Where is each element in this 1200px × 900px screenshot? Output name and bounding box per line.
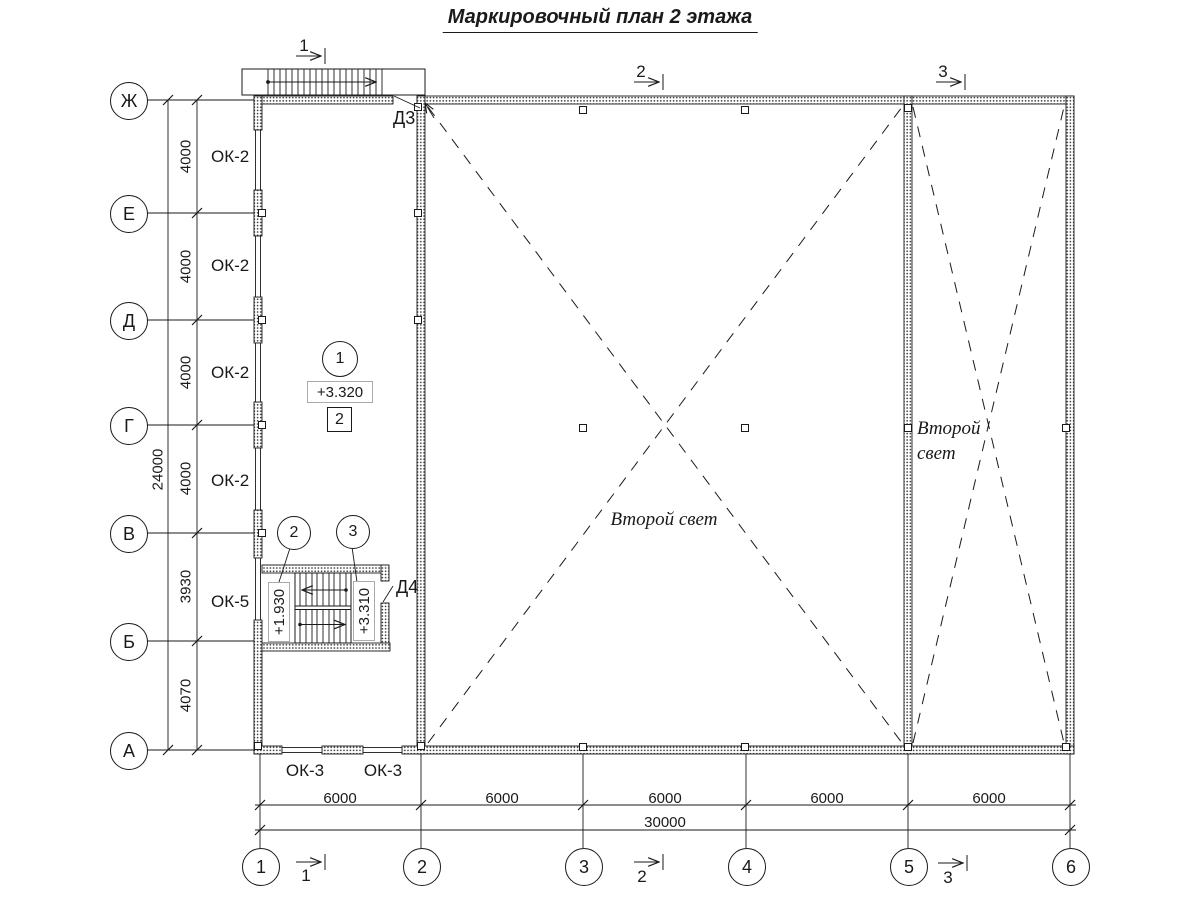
axis-lines (146, 99, 1071, 848)
dim-bottom-3: 6000 (648, 790, 682, 807)
section-label-top-2: 2 (636, 62, 646, 81)
stair-bubble-2: 2 (277, 516, 311, 550)
window-mark-ok3-2: ОК-3 (363, 761, 403, 780)
door-mark-d4: Д4 (396, 577, 419, 597)
dim-bottom-4: 6000 (810, 790, 844, 807)
window-openings (255, 129, 403, 753)
dim-left-4: 4000 (177, 461, 195, 496)
level-mark-stair-low: +1.930 (268, 582, 290, 642)
axis-bubble-row-a: А (110, 732, 148, 770)
column-markers (254, 103, 1070, 751)
section-cut-arrows (296, 48, 968, 871)
dim-left-total: 24000 (149, 448, 167, 491)
dimension-lines (162, 94, 1076, 836)
axis-bubble-col-6: 6 (1052, 848, 1090, 886)
window-mark-ok2-1: ОК-2 (211, 147, 250, 166)
axis-bubble-row-e: Е (110, 195, 148, 233)
axis-bubble-row-b: Б (110, 623, 148, 661)
dim-left-1: 4000 (177, 139, 195, 174)
square-mark-2: 2 (327, 407, 352, 432)
stair-bubble-3: 3 (336, 515, 370, 549)
axis-bubble-col-5: 5 (890, 848, 928, 886)
axis-bubble-col-2: 2 (403, 848, 441, 886)
leader-lines (278, 95, 435, 603)
second-light-diagonals (427, 106, 1065, 744)
internal-stair (294, 572, 352, 644)
section-label-bottom-1: 1 (301, 866, 311, 885)
level-mark-stair-high: +3.310 (353, 581, 375, 641)
window-mark-ok2-2: ОК-2 (211, 256, 250, 275)
axis-bubble-col-3: 3 (565, 848, 603, 886)
window-mark-ok3-1: ОК-3 (285, 761, 325, 780)
second-light-label-right-2: свет (917, 443, 956, 464)
dim-left-6: 4070 (177, 678, 195, 713)
dim-left-2: 4000 (177, 249, 195, 284)
section-label-top-3: 3 (938, 62, 948, 81)
dim-left-5: 3930 (177, 569, 195, 604)
axis-bubble-row-d: Д (110, 302, 148, 340)
section-label-bottom-3: 3 (943, 868, 953, 887)
axis-bubble-row-zh: Ж (110, 82, 148, 120)
axis-bubble-col-1: 1 (242, 848, 280, 886)
window-mark-ok2-3: ОК-2 (211, 363, 250, 382)
axis-bubble-row-v: В (110, 515, 148, 553)
dim-bottom-5: 6000 (972, 790, 1006, 807)
window-mark-ok2-4: ОК-2 (211, 471, 250, 490)
dim-left-3: 4000 (177, 355, 195, 390)
axis-bubble-row-g: Г (110, 407, 148, 445)
dim-bottom-2: 6000 (485, 790, 519, 807)
level-mark-room: +3.320 (307, 381, 373, 403)
section-label-bottom-2: 2 (637, 867, 647, 886)
axis-bubble-col-4: 4 (728, 848, 766, 886)
dim-bottom-1: 6000 (323, 790, 357, 807)
second-light-label-right-1: Второй (917, 418, 981, 439)
window-mark-ok5: ОК-5 (211, 592, 250, 611)
door-mark-d3: Д3 (393, 108, 416, 128)
second-light-label-main: Второй свет (610, 509, 718, 530)
room-number-bubble: 1 (322, 341, 358, 377)
drawing-title: Маркировочный план 2 этажа (442, 6, 758, 33)
section-label-top-1: 1 (299, 36, 309, 55)
external-stair (241, 68, 426, 96)
dim-bottom-total: 30000 (644, 814, 686, 831)
